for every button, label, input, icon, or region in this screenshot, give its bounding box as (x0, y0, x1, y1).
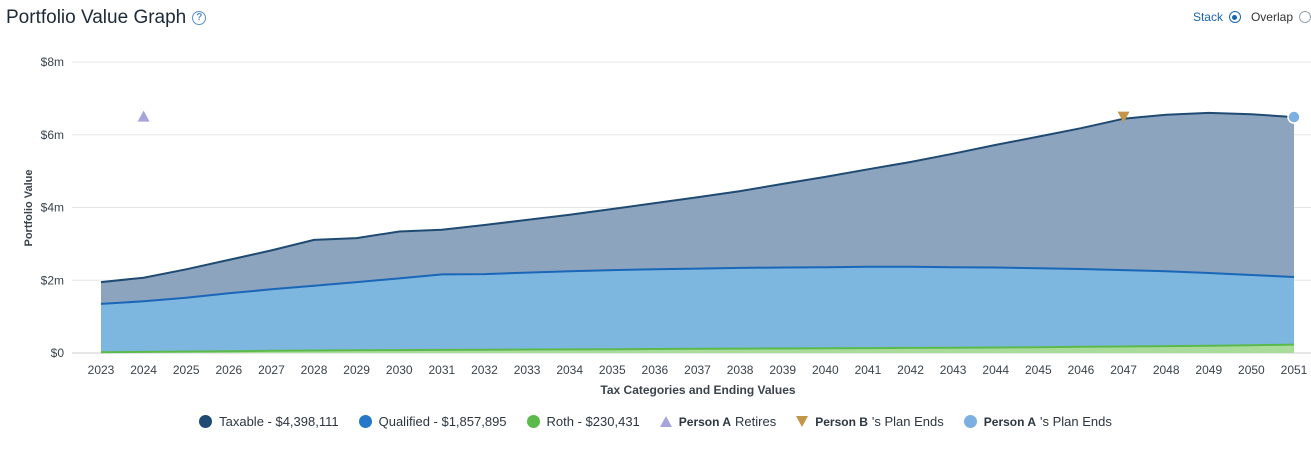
y-tick-label: $2m (41, 273, 64, 287)
x-axis-label: Tax Categories and Ending Values (600, 383, 795, 397)
x-tick-label: 2033 (514, 363, 541, 377)
plan-end-marker-triangle-down (1117, 111, 1130, 123)
marker-layer (137, 110, 1301, 124)
stack-radio[interactable] (1228, 11, 1241, 23)
x-tick-label: 2036 (642, 363, 669, 377)
x-tick-label: 2051 (1281, 363, 1308, 377)
x-tick-label: 2035 (599, 363, 626, 377)
chart-header: Portfolio Value Graph ? (6, 4, 207, 32)
qualified-line (100, 265, 1295, 305)
x-tick-label: 2027 (258, 363, 285, 377)
y-tick-label: $6m (41, 128, 64, 142)
x-tick-label: 2041 (855, 363, 882, 377)
x-tick-label: 2038 (727, 363, 754, 377)
x-tick-label: 2026 (215, 363, 242, 377)
qualified-area (101, 266, 1294, 353)
x-tick-label: 2048 (1153, 363, 1180, 377)
axis-layer: $0 $2m $4m $6m $8m 2023 2024 2025 2026 2027 2028 20… (23, 55, 1308, 397)
x-tick-label: 2040 (812, 363, 839, 377)
legend-item-person-b-plan-ends[interactable]: Person B 's Plan Ends (796, 414, 944, 429)
legend-qualified-label: Qualified - $1,857,895 (378, 414, 507, 429)
overlap-label: Overlap (1250, 10, 1293, 24)
portfolio-area-chart: $0 $2m $4m $6m $8m 2023 2024 2025 2026 2027 2028 20… (23, 55, 1311, 397)
legend-item-person-a-plan-ends[interactable]: Person A 's Plan Ends (963, 414, 1112, 429)
stack-option[interactable]: Stack (1193, 10, 1241, 24)
overlap-radio[interactable] (1299, 11, 1311, 23)
retire-marker-triangle-up (137, 110, 150, 122)
legend-retires-label: Retires (735, 414, 777, 429)
x-tick-label: 2039 (769, 363, 796, 377)
x-tick-label: 2049 (1195, 363, 1222, 377)
legend-taxable-label: Taxable - $4,398,111 (219, 414, 339, 429)
chart-legend: Taxable - $4,398,111 Qualified - $1,857,… (0, 414, 1311, 429)
y-tick-label: $0 (51, 346, 65, 360)
legend-roth-label: Roth - $230,431 (546, 414, 640, 429)
x-tick-label: 2023 (88, 363, 115, 377)
taxable-line (100, 111, 1295, 284)
legend-item-person-a-retires[interactable]: Person A Retires (659, 414, 777, 429)
x-tick-label: 2030 (386, 363, 413, 377)
triangle-down-icon (796, 416, 809, 427)
x-tick-label: 2034 (556, 363, 583, 377)
x-tick-label: 2047 (1110, 363, 1137, 377)
legend-item-qualified[interactable]: Qualified - $1,857,895 (358, 414, 507, 429)
x-tick-label: 2046 (1068, 363, 1095, 377)
x-tick-label: 2042 (897, 363, 924, 377)
x-tick-label: 2029 (343, 363, 370, 377)
x-tick-label: 2045 (1025, 363, 1052, 377)
legend-item-roth[interactable]: Roth - $230,431 (526, 414, 640, 429)
circle-icon (963, 415, 977, 428)
taxable-dot-icon (199, 415, 213, 428)
view-mode-toggle: Stack Overlap (1183, 10, 1311, 24)
x-tick-label: 2050 (1238, 363, 1265, 377)
taxable-area (101, 112, 1294, 304)
y-tick-label: $4m (41, 201, 64, 215)
x-tick-label: 2028 (301, 363, 328, 377)
y-tick-label: $8m (41, 55, 64, 69)
radio-selected-dot (1232, 14, 1238, 20)
x-tick-label: 2032 (471, 363, 498, 377)
x-tick-label: 2037 (684, 363, 711, 377)
triangle-up-icon (659, 416, 672, 427)
plan-end-marker-circle (1287, 110, 1301, 124)
help-icon[interactable]: ? (192, 11, 207, 25)
roth-line (100, 343, 1295, 354)
page-title: Portfolio Value Graph (6, 7, 187, 28)
stack-label: Stack (1192, 10, 1223, 24)
legend-person-b-plan-ends-label: 's Plan Ends (871, 414, 944, 429)
line-layer (100, 111, 1295, 354)
x-tick-label: 2025 (173, 363, 200, 377)
legend-person-a-name: Person A (678, 414, 732, 429)
area-layer (101, 112, 1294, 353)
x-tick-label: 2024 (130, 363, 157, 377)
overlap-option[interactable]: Overlap (1251, 10, 1311, 24)
legend-person-a-plan-ends-label: 's Plan Ends (1040, 414, 1112, 429)
roth-dot-icon (526, 415, 540, 428)
qualified-dot-icon (358, 415, 372, 428)
legend-person-b-name: Person B (815, 414, 868, 429)
x-tick-label: 2044 (982, 363, 1009, 377)
x-tick-label: 2031 (429, 363, 456, 377)
y-axis-label: Portfolio Value (23, 169, 35, 246)
x-tick-label: 2043 (940, 363, 967, 377)
legend-item-taxable[interactable]: Taxable - $4,398,111 (199, 414, 339, 429)
legend-person-a-name-2: Person A (983, 414, 1037, 429)
